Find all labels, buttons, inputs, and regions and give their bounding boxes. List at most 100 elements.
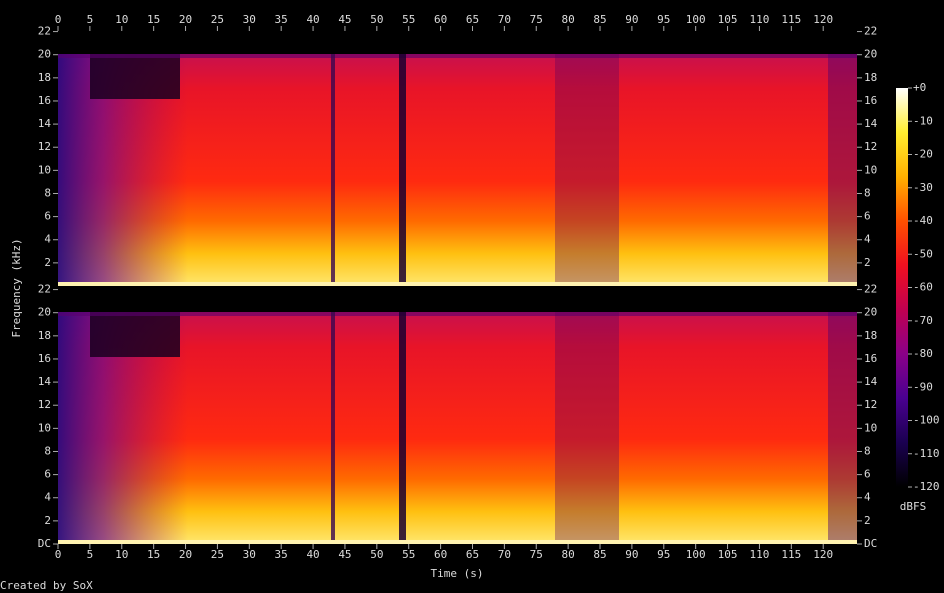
y-tick-label: 10 xyxy=(38,421,51,434)
y-tick-label-right: 2 xyxy=(864,256,871,269)
colorbar-tick-label: -80 xyxy=(913,347,933,360)
x-tick-label-top: 75 xyxy=(530,13,543,26)
x-tick-label-top: 105 xyxy=(718,13,738,26)
y-tick-label: 8 xyxy=(44,186,51,199)
y-tick-label-right: 4 xyxy=(864,491,871,504)
y-tick-label: 14 xyxy=(38,375,52,388)
x-tick-label: 30 xyxy=(243,548,256,561)
colorbar xyxy=(896,88,908,487)
y-tick-label-right: 18 xyxy=(864,329,877,342)
x-tick-label-top: 50 xyxy=(370,13,383,26)
x-tick-label-top: 65 xyxy=(466,13,479,26)
y-tick-label-right: 4 xyxy=(864,233,871,246)
y-tick-label: 6 xyxy=(44,468,51,481)
x-tick-label: 75 xyxy=(530,548,543,561)
x-tick-label-top: 20 xyxy=(179,13,192,26)
y-tick-label: 20 xyxy=(38,306,51,319)
x-tick-label-top: 25 xyxy=(211,13,224,26)
x-tick-label: 80 xyxy=(562,548,575,561)
y-tick-label-right: 2 xyxy=(864,514,871,527)
credit: Created by SoX xyxy=(0,579,93,592)
x-tick-label-top: 35 xyxy=(275,13,288,26)
x-tick-label: 90 xyxy=(625,548,638,561)
y-tick-label-right: 10 xyxy=(864,421,877,434)
x-tick-label: 110 xyxy=(749,548,769,561)
x-tick-label-top: 120 xyxy=(813,13,833,26)
y-tick-label: 20 xyxy=(38,48,51,61)
x-tick-label-top: 45 xyxy=(338,13,351,26)
y-tick-label-right: 14 xyxy=(864,117,878,130)
x-tick-label: 65 xyxy=(466,548,479,561)
x-tick-label: 60 xyxy=(434,548,447,561)
x-tick-label-top: 115 xyxy=(781,13,801,26)
y-tick-label-right: DC xyxy=(864,537,877,550)
x-tick-label: 35 xyxy=(275,548,288,561)
x-tick-label-top: 15 xyxy=(147,13,160,26)
x-tick-label: 25 xyxy=(211,548,224,561)
colorbar-tick-label: -110 xyxy=(913,447,940,460)
y-tick-label: 12 xyxy=(38,140,51,153)
x-tick-label: 0 xyxy=(55,548,62,561)
x-tick-label: 55 xyxy=(402,548,415,561)
colorbar-tick-label: -30 xyxy=(913,181,933,194)
colorbar-tick-label: -60 xyxy=(913,281,933,294)
y-tick-label-right: 8 xyxy=(864,444,871,457)
y-tick-label-right: 12 xyxy=(864,140,877,153)
y-tick-label: 16 xyxy=(38,94,51,107)
x-tick-label-top: 100 xyxy=(686,13,706,26)
x-tick-label-top: 90 xyxy=(625,13,638,26)
y-tick-label-right: 6 xyxy=(864,468,871,481)
x-tick-label-top: 30 xyxy=(243,13,256,26)
y-tick-label: 12 xyxy=(38,398,51,411)
y-tick-label: 2 xyxy=(44,514,51,527)
y-tick-label: 6 xyxy=(44,210,51,223)
y-tick-label-right: 8 xyxy=(864,186,871,199)
y-tick-label-right: 20 xyxy=(864,306,877,319)
x-tick-label-top: 40 xyxy=(306,13,319,26)
y-tick-label-right: 22 xyxy=(864,25,877,38)
x-tick-label-top: 70 xyxy=(498,13,511,26)
y-tick-label: 18 xyxy=(38,329,51,342)
colorbar-tick-label: -20 xyxy=(913,148,933,161)
colorbar-tick-label: -120 xyxy=(913,480,940,493)
colorbar-label: dBFS xyxy=(900,500,927,513)
y-tick-label: 2 xyxy=(44,256,51,269)
x-tick-label: 120 xyxy=(813,548,833,561)
y-tick-label: 4 xyxy=(44,233,51,246)
y-tick-label-right: 10 xyxy=(864,163,877,176)
x-tick-label-top: 110 xyxy=(749,13,769,26)
x-tick-label: 70 xyxy=(498,548,511,561)
x-tick-label: 85 xyxy=(593,548,606,561)
colorbar-tick-label: -50 xyxy=(913,247,933,260)
colorbar-tick-label: -10 xyxy=(913,114,933,127)
y-tick-label-right: 20 xyxy=(864,48,877,61)
x-tick-label-top: 55 xyxy=(402,13,415,26)
colorbar-tick-label: -90 xyxy=(913,380,933,393)
y-tick-label: 18 xyxy=(38,71,51,84)
x-tick-label: 100 xyxy=(686,548,706,561)
x-tick-label-top: 85 xyxy=(593,13,606,26)
x-tick-label-top: 5 xyxy=(87,13,94,26)
y-tick-label: 22 xyxy=(38,25,51,38)
y-tick-label: 14 xyxy=(38,117,52,130)
colorbar-tick-label: -100 xyxy=(913,414,940,427)
x-tick-label: 15 xyxy=(147,548,160,561)
y-tick-label: 10 xyxy=(38,163,51,176)
colorbar-tick-label: -40 xyxy=(913,214,933,227)
y-tick-label-right: 6 xyxy=(864,210,871,223)
y-tick-label-right: 16 xyxy=(864,94,877,107)
y-tick-label: 22 xyxy=(38,283,51,296)
x-tick-label-top: 95 xyxy=(657,13,670,26)
x-tick-label-top: 60 xyxy=(434,13,447,26)
x-tick-label: 10 xyxy=(115,548,128,561)
x-tick-label: 105 xyxy=(718,548,738,561)
y-tick-label-right: 14 xyxy=(864,375,878,388)
x-tick-label: 50 xyxy=(370,548,383,561)
x-tick-label: 45 xyxy=(338,548,351,561)
x-tick-label-top: 0 xyxy=(55,13,62,26)
y-tick-label-right: 12 xyxy=(864,398,877,411)
x-axis-label: Time (s) xyxy=(431,567,484,580)
y-tick-label: 4 xyxy=(44,491,51,504)
y-tick-label: DC xyxy=(38,537,51,550)
